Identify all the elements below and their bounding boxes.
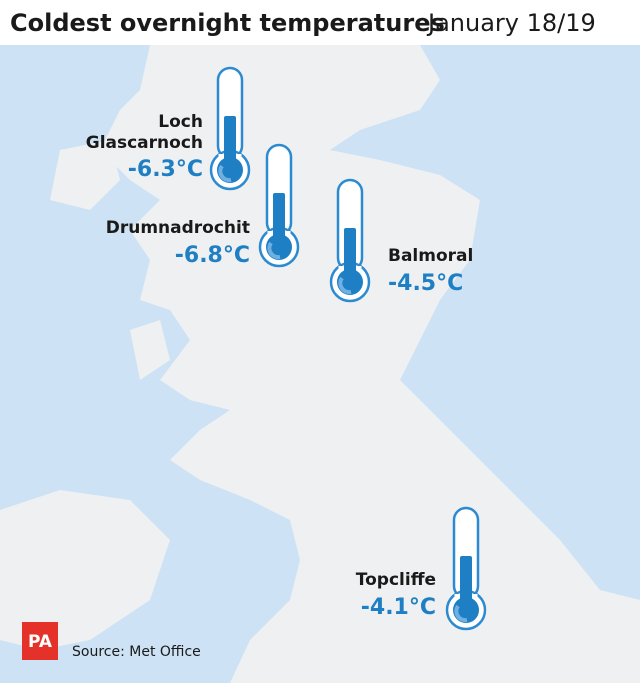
title: Coldest overnight temperatures [10, 9, 445, 37]
location-name: Loch [158, 112, 203, 132]
temperature: -6.8°C [175, 243, 250, 268]
header-bar [0, 0, 640, 45]
land [0, 490, 170, 650]
subtitle: January 18/19 [426, 9, 596, 37]
temperature: -6.3°C [128, 157, 203, 182]
location-name: Glascarnoch [86, 133, 203, 153]
logo-box [22, 622, 58, 660]
location-name: Topcliffe [356, 570, 436, 590]
temperature: -4.1°C [361, 595, 436, 620]
source: Source: Met Office [72, 644, 201, 660]
location-name: Balmoral [388, 246, 473, 266]
location-name: Drumnadrochit [106, 218, 250, 238]
land [130, 320, 170, 380]
land [50, 140, 120, 210]
logo: PA [28, 632, 53, 652]
temperature: -4.5°C [388, 271, 463, 296]
land [100, 45, 640, 683]
